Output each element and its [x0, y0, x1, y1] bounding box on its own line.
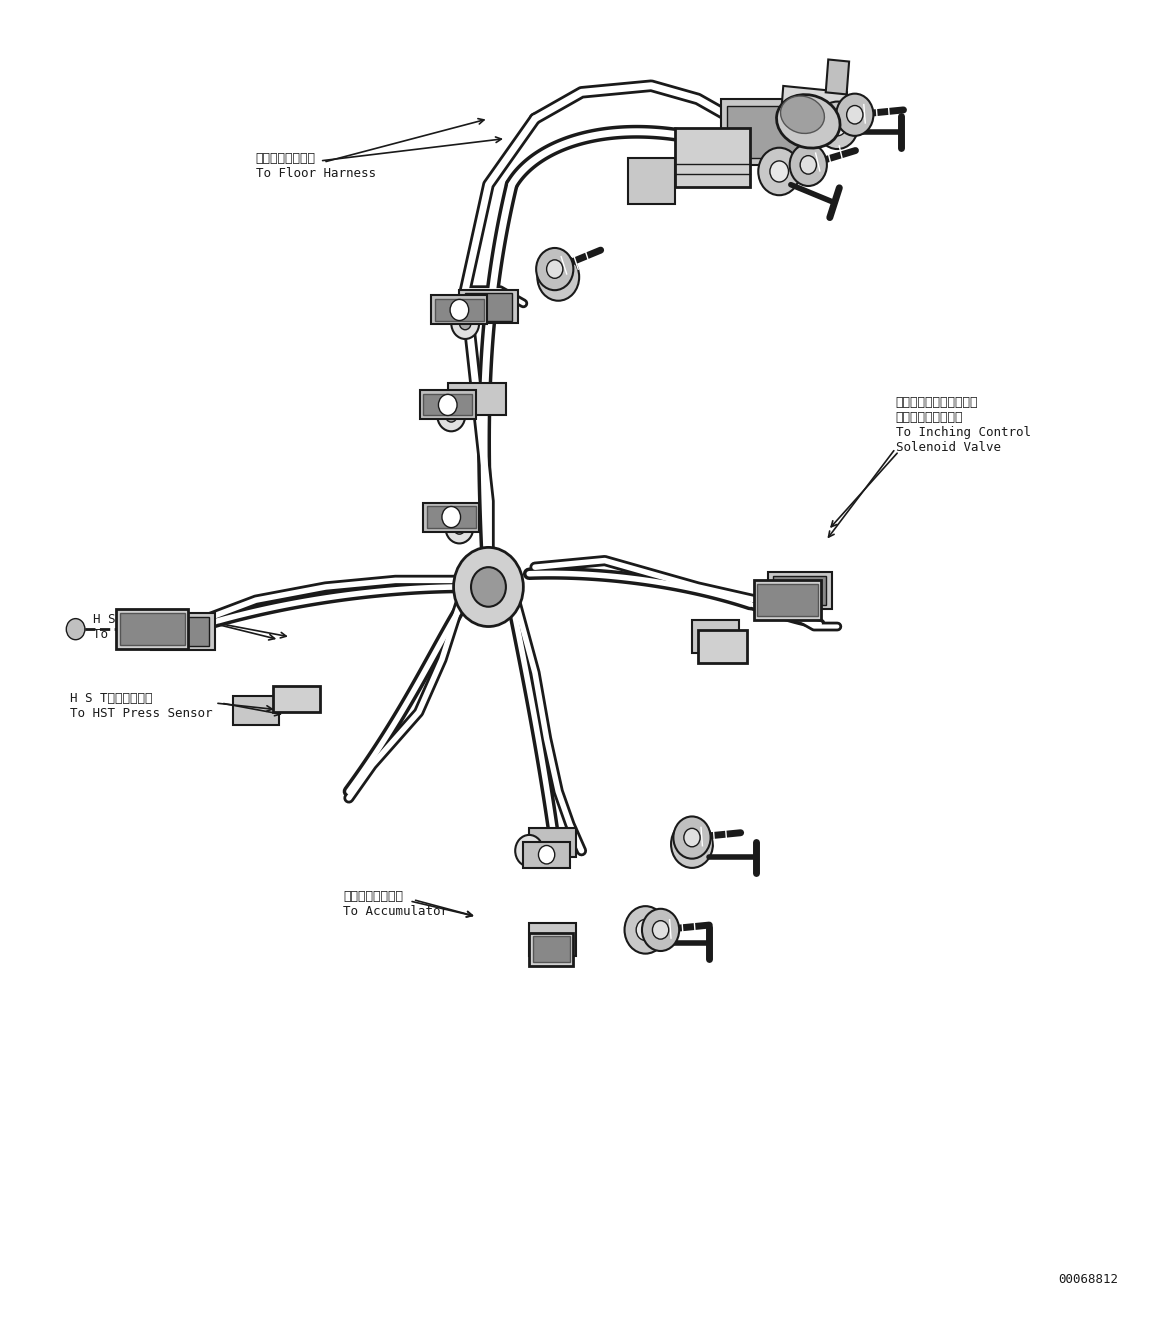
Circle shape — [790, 144, 827, 186]
Circle shape — [673, 816, 711, 859]
Circle shape — [537, 253, 579, 301]
Text: H S T油圧センサへ
To HST Press Sensor: H S T油圧センサへ To HST Press Sensor — [70, 692, 213, 720]
Circle shape — [684, 828, 700, 847]
Bar — [628, 158, 675, 204]
Circle shape — [438, 394, 457, 415]
Circle shape — [454, 547, 523, 627]
Circle shape — [451, 307, 479, 339]
Text: アキュムレータへ
To Accumulator: アキュムレータへ To Accumulator — [343, 890, 448, 918]
Text: 00068812: 00068812 — [1058, 1273, 1119, 1286]
Bar — [773, 576, 826, 605]
Circle shape — [625, 906, 666, 954]
Circle shape — [671, 820, 713, 868]
Circle shape — [642, 909, 679, 951]
Bar — [533, 936, 570, 962]
Bar — [233, 696, 279, 725]
Bar — [757, 584, 818, 616]
Bar — [529, 923, 576, 956]
Bar — [157, 617, 209, 646]
Circle shape — [538, 845, 555, 864]
Circle shape — [683, 834, 701, 855]
Bar — [721, 99, 802, 165]
Bar — [459, 290, 518, 323]
Bar — [448, 383, 506, 415]
Circle shape — [459, 317, 471, 330]
Circle shape — [454, 521, 465, 534]
Circle shape — [547, 260, 563, 278]
Bar — [435, 299, 484, 321]
Bar — [151, 613, 215, 650]
Circle shape — [800, 156, 816, 174]
Bar — [529, 933, 573, 966]
Ellipse shape — [780, 96, 825, 133]
Bar — [431, 295, 487, 324]
Circle shape — [437, 400, 465, 431]
Circle shape — [515, 835, 543, 867]
Bar — [826, 59, 849, 95]
Bar — [529, 828, 576, 857]
Bar — [768, 572, 832, 609]
Circle shape — [445, 409, 457, 422]
Bar — [427, 506, 476, 528]
Circle shape — [636, 919, 655, 940]
Bar — [273, 686, 320, 712]
Bar — [727, 106, 797, 158]
Bar — [675, 128, 750, 187]
Circle shape — [442, 506, 461, 528]
Bar — [423, 503, 479, 532]
Bar — [523, 842, 570, 868]
Text: H S Tモータへ
To HST Motor: H S Tモータへ To HST Motor — [93, 613, 183, 641]
Circle shape — [450, 299, 469, 321]
Circle shape — [770, 161, 789, 182]
Circle shape — [549, 266, 568, 288]
Bar — [420, 390, 476, 419]
Circle shape — [836, 94, 873, 136]
Text: フロアハーネスへ
To Floor Harness: フロアハーネスへ To Floor Harness — [256, 152, 376, 179]
Bar — [465, 293, 512, 321]
Bar — [116, 609, 188, 649]
Bar — [779, 86, 847, 145]
Ellipse shape — [777, 95, 840, 148]
Bar — [459, 571, 512, 600]
Circle shape — [847, 106, 863, 124]
Bar — [754, 580, 821, 620]
Circle shape — [471, 567, 506, 607]
Circle shape — [652, 921, 669, 939]
Circle shape — [536, 248, 573, 290]
Circle shape — [66, 619, 85, 640]
Text: インチングコントロール
ソレノイドバルブへ
To Inching Control
Solenoid Valve: インチングコントロール ソレノイドバルブへ To Inching Control… — [896, 396, 1030, 454]
Circle shape — [816, 102, 858, 149]
Bar — [120, 613, 185, 645]
Bar — [692, 620, 739, 653]
Circle shape — [523, 844, 535, 857]
Circle shape — [758, 148, 800, 195]
Circle shape — [828, 115, 847, 136]
Bar — [423, 394, 472, 415]
Bar — [698, 630, 747, 663]
Circle shape — [445, 512, 473, 543]
